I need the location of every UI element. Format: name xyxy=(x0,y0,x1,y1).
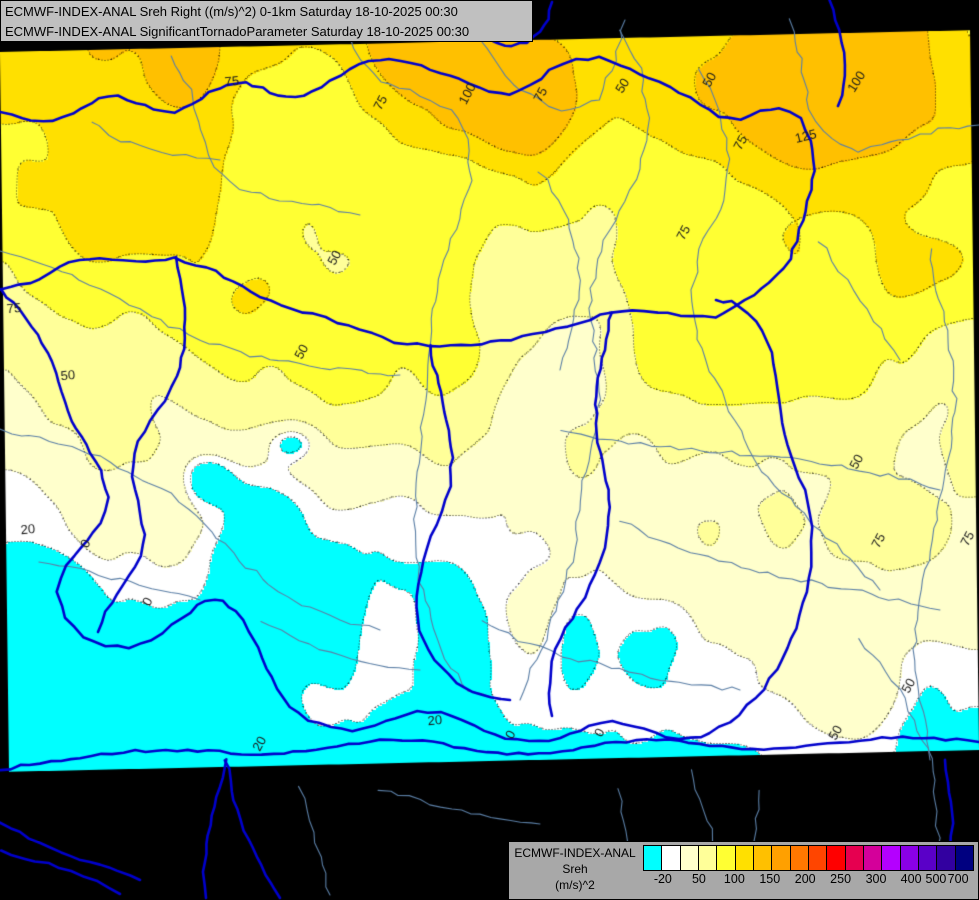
legend-field-label: Sreh xyxy=(562,862,588,876)
colorbar-tick-200: 200 xyxy=(794,872,816,886)
colorbar-tick-150: 150 xyxy=(759,872,781,886)
colorbar-swatch-2 xyxy=(680,846,699,870)
colorbar-swatch-5 xyxy=(735,846,754,870)
colorbar-tick-500: 500 xyxy=(925,872,947,886)
colorbar-swatch-17 xyxy=(955,846,973,870)
colorbar-tick-100: 100 xyxy=(723,872,745,886)
colorbar-tick-50: 50 xyxy=(691,872,706,886)
legend-units-label: (m/s)^2 xyxy=(555,878,595,892)
colorbar-swatch-0 xyxy=(644,846,663,870)
colorbar-swatch-10 xyxy=(827,846,846,870)
colorbar-swatches xyxy=(643,845,974,871)
colorbar-swatch-14 xyxy=(900,846,919,870)
colorbar-swatch-3 xyxy=(698,846,718,870)
colorbar-tick--20: -20 xyxy=(653,872,672,886)
colorbar-swatch-13 xyxy=(882,846,901,870)
colorbar-swatch-9 xyxy=(808,846,828,870)
colorbar-swatch-6 xyxy=(753,846,773,870)
colorbar-swatch-1 xyxy=(662,846,681,870)
colorbar-legend: ECMWF-INDEX-ANAL Sreh (m/s)^2 -20 50 100 15… xyxy=(508,841,979,900)
colorbar-swatch-11 xyxy=(845,846,864,870)
colorbar-tick-400: 400 xyxy=(900,872,922,886)
colorbar-swatch-15 xyxy=(918,846,938,870)
legend-scale: -20 50 100 150 200 250 300 400 500 700 xyxy=(641,842,978,899)
legend-title-block: ECMWF-INDEX-ANAL Sreh (m/s)^2 xyxy=(509,842,641,899)
colorbar-swatch-12 xyxy=(863,846,883,870)
colorbar-swatch-4 xyxy=(717,846,736,870)
map-title-box: ECMWF-INDEX-ANAL Sreh Right ((m/s)^2) 0-… xyxy=(0,0,533,42)
colorbar-swatch-16 xyxy=(937,846,956,870)
colorbar-tick-250: 250 xyxy=(830,872,852,886)
colorbar-tick-700: 700 xyxy=(947,872,969,886)
legend-model-label: ECMWF-INDEX-ANAL xyxy=(514,846,636,860)
map-title-line-1: ECMWF-INDEX-ANAL Sreh Right ((m/s)^2) 0-… xyxy=(5,4,458,19)
colorbar-swatch-7 xyxy=(772,846,791,870)
colorbar-tick-300: 300 xyxy=(865,872,887,886)
map-title-line-2: ECMWF-INDEX-ANAL SignificantTornadoParam… xyxy=(5,24,470,39)
colorbar-swatch-8 xyxy=(790,846,809,870)
colorbar-tick-labels: -20 50 100 150 200 250 300 400 500 700 xyxy=(643,872,974,890)
